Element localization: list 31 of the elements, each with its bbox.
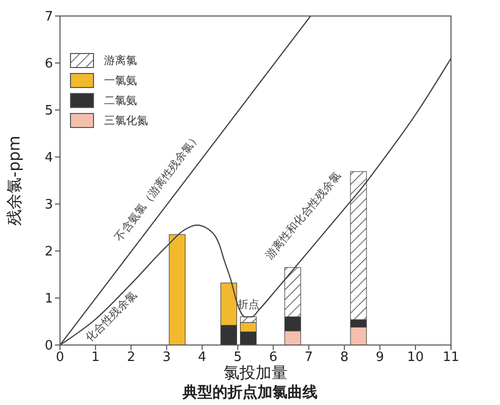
y-tick-label: 3 bbox=[44, 198, 53, 213]
x-tick-label: 8 bbox=[340, 350, 349, 366]
x-tick-label: 5 bbox=[234, 350, 242, 366]
y-tick-label: 2 bbox=[44, 244, 53, 260]
x-tick-label: 11 bbox=[442, 350, 460, 366]
y-tick-label: 5 bbox=[44, 104, 53, 119]
legend-label: 一氯氨 bbox=[104, 72, 137, 88]
y-tick-label: 4 bbox=[44, 150, 53, 166]
annotation: 不含氨氯（游离性残余氯） bbox=[112, 130, 203, 244]
legend-label: 三氯化氮 bbox=[104, 112, 148, 128]
x-tick-label: 4 bbox=[198, 350, 206, 366]
x-tick-label: 7 bbox=[304, 350, 313, 366]
y-tick-label: 6 bbox=[44, 56, 53, 72]
text: 典型的折点加氯曲线 bbox=[182, 383, 318, 401]
x-axis-title: 氯投加量 bbox=[224, 363, 288, 382]
legend-label: 二氯氨 bbox=[104, 92, 137, 108]
annotation: 游离性和化合性残余氯 bbox=[262, 169, 344, 262]
x-tick-label: 2 bbox=[126, 350, 136, 366]
annotation: 折点 bbox=[237, 298, 260, 312]
x-tick-label: 9 bbox=[376, 350, 384, 366]
annotation: 化合性残余氯 bbox=[83, 288, 140, 344]
y-axis-title: 残余氯-ppm bbox=[4, 136, 24, 226]
legend-label: 游离氯 bbox=[104, 52, 137, 68]
x-tick-label: 3 bbox=[162, 350, 171, 366]
x-tick-label: 0 bbox=[56, 350, 64, 366]
y-tick-label: 7 bbox=[44, 10, 53, 25]
x-tick-label: 10 bbox=[407, 350, 424, 366]
y-tick-label: 1 bbox=[44, 292, 53, 307]
y-tick-label: 0 bbox=[44, 338, 53, 354]
x-tick-label: 1 bbox=[91, 350, 100, 366]
x-tick-label: 6 bbox=[269, 350, 278, 366]
